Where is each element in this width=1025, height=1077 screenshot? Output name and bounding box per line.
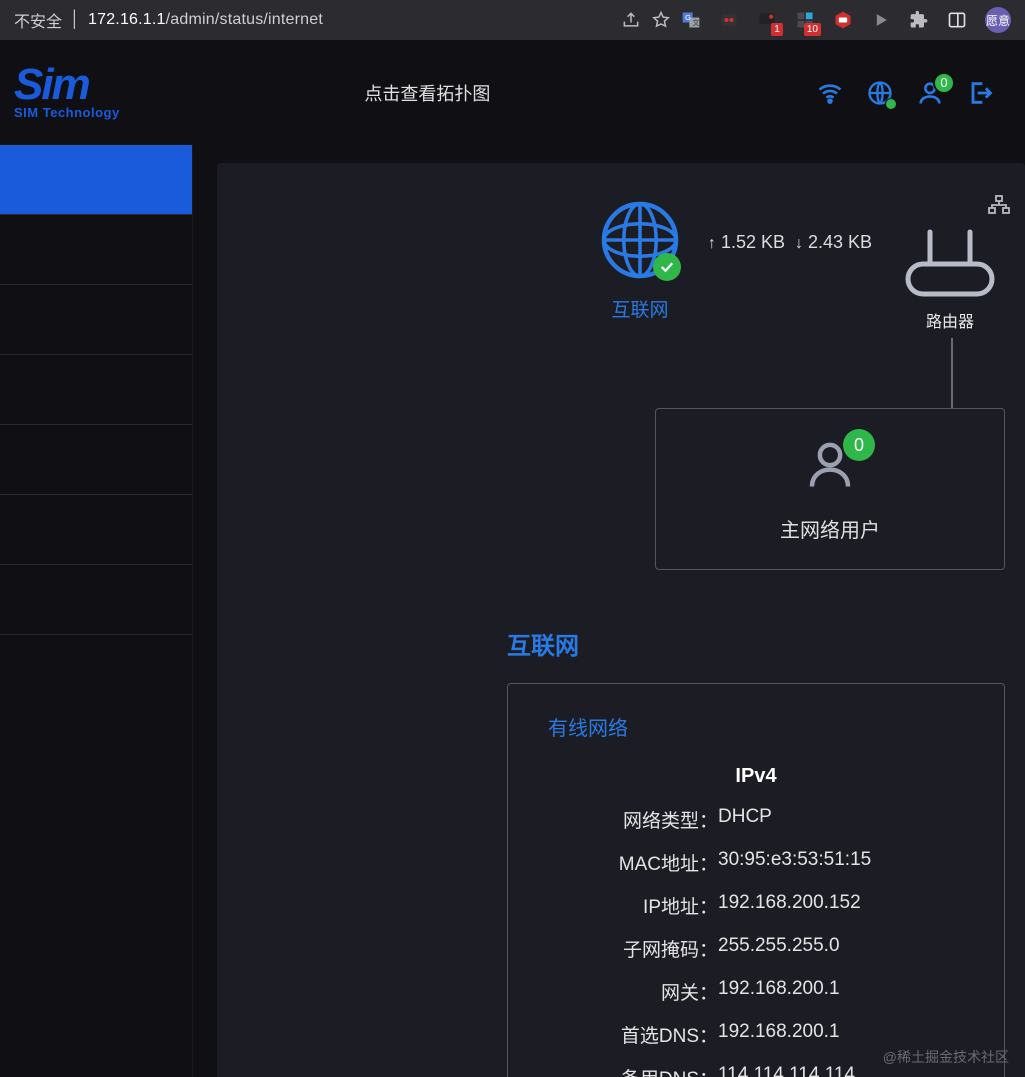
logo[interactable]: Sim SIM Technology xyxy=(14,65,120,120)
info-label: IP地址： xyxy=(548,892,718,919)
logo-text: Sim xyxy=(14,65,120,105)
main-users-box[interactable]: 0 主网络用户 xyxy=(655,408,1005,570)
info-rows: 网络类型：DHCPMAC地址：30:95:e3:53:51:15IP地址：192… xyxy=(548,806,964,1077)
user-count: 0 xyxy=(843,429,875,461)
wired-network-title: 有线网络 xyxy=(548,712,964,741)
app-header: Sim SIM Technology 点击查看拓扑图 0 xyxy=(0,40,1025,145)
star-icon[interactable] xyxy=(651,10,671,30)
extension-icons: G文 1 10 愿意 xyxy=(681,7,1011,33)
url-text: 172.16.1.1/admin/status/internet xyxy=(88,11,323,29)
puzzle-icon[interactable] xyxy=(909,10,929,30)
sidebar-item[interactable] xyxy=(0,495,192,565)
connector-line xyxy=(951,338,953,408)
play-icon[interactable] xyxy=(871,10,891,30)
info-value: 255.255.255.0 xyxy=(718,935,840,962)
status-dot xyxy=(885,98,897,110)
ext-icon-3[interactable]: 1 xyxy=(757,10,777,30)
info-row: MAC地址：30:95:e3:53:51:15 xyxy=(548,849,964,876)
logout-icon[interactable] xyxy=(965,78,995,108)
info-label: MAC地址： xyxy=(548,849,718,876)
internet-label: 互联网 xyxy=(611,295,668,322)
info-label: 网络类型： xyxy=(548,806,718,833)
panel-icon[interactable] xyxy=(947,10,967,30)
svg-text:文: 文 xyxy=(693,18,700,27)
info-value: 114.114.114.114 xyxy=(718,1064,855,1077)
url-box[interactable]: 不安全 │ 172.16.1.1/admin/status/internet xyxy=(14,8,611,32)
insecure-label: 不安全 xyxy=(14,8,62,32)
info-value: 192.168.200.152 xyxy=(718,892,861,919)
info-row: 网络类型：DHCP xyxy=(548,806,964,833)
info-row: 子网掩码：255.255.255.0 xyxy=(548,935,964,962)
sidebar xyxy=(0,145,193,1077)
info-label: 子网掩码： xyxy=(548,935,718,962)
info-value: 192.168.200.1 xyxy=(718,978,840,1005)
browser-address-bar: 不安全 │ 172.16.1.1/admin/status/internet G… xyxy=(0,0,1025,40)
detail-section-title: 互联网 xyxy=(507,626,1005,661)
watermark: @稀土掘金技术社区 xyxy=(883,1047,1009,1067)
share-icon[interactable] xyxy=(621,10,641,30)
router-label: 路由器 xyxy=(926,308,974,332)
info-row: 首选DNS：192.168.200.1 xyxy=(548,1021,964,1048)
topology-panel: 互联网 ↑ 1.52 KB ↓ 2.43 KB 路由器 xyxy=(217,163,1025,1077)
lan-icon xyxy=(987,195,1011,220)
info-label: 网关： xyxy=(548,978,718,1005)
info-label: 备用DNS： xyxy=(548,1064,718,1077)
header-icons: 0 xyxy=(815,78,995,108)
badge-1: 1 xyxy=(771,23,783,36)
info-label: 首选DNS： xyxy=(548,1021,718,1048)
globe-status-icon[interactable] xyxy=(865,78,895,108)
info-row: 网关：192.168.200.1 xyxy=(548,978,964,1005)
logo-subtext: SIM Technology xyxy=(14,105,120,120)
info-value: 192.168.200.1 xyxy=(718,1021,840,1048)
user-icon[interactable]: 0 xyxy=(915,78,945,108)
sidebar-item[interactable] xyxy=(0,355,192,425)
users-icon: 0 xyxy=(803,437,857,496)
translate-ext-icon[interactable]: G文 xyxy=(681,10,701,30)
topology-hint[interactable]: 点击查看拓扑图 xyxy=(120,80,815,106)
content-area: 互联网 ↑ 1.52 KB ↓ 2.43 KB 路由器 xyxy=(193,145,1025,1077)
main-layout: 互联网 ↑ 1.52 KB ↓ 2.43 KB 路由器 xyxy=(0,145,1025,1077)
badge-10: 10 xyxy=(804,23,821,36)
ipv4-title: IPv4 xyxy=(548,765,964,788)
info-row: IP地址：192.168.200.152 xyxy=(548,892,964,919)
separator: │ xyxy=(70,11,80,29)
profile-avatar[interactable]: 愿意 xyxy=(985,7,1011,33)
sidebar-item[interactable] xyxy=(0,285,192,355)
info-value: DHCP xyxy=(718,806,772,833)
main-users-label: 主网络用户 xyxy=(780,514,880,543)
detail-panel: 有线网络 IPv4 网络类型：DHCPMAC地址：30:95:e3:53:51:… xyxy=(507,683,1005,1077)
globe-icon xyxy=(595,195,685,285)
sidebar-item[interactable] xyxy=(0,425,192,495)
user-count-badge: 0 xyxy=(933,72,955,94)
sidebar-item[interactable] xyxy=(0,565,192,635)
router-node[interactable]: 路由器 xyxy=(895,195,1005,332)
ext-icon-2[interactable] xyxy=(719,10,739,30)
wifi-icon[interactable] xyxy=(815,78,845,108)
info-value: 30:95:e3:53:51:15 xyxy=(718,849,871,876)
sidebar-item-active[interactable] xyxy=(0,145,192,215)
router-icon xyxy=(900,224,1000,300)
adblock-icon[interactable] xyxy=(833,10,853,30)
internet-node[interactable]: 互联网 xyxy=(595,195,685,322)
check-icon xyxy=(653,253,681,281)
svg-text:G: G xyxy=(685,13,691,22)
traffic-stats: ↑ 1.52 KB ↓ 2.43 KB xyxy=(685,195,895,256)
topology-row: 互联网 ↑ 1.52 KB ↓ 2.43 KB 路由器 xyxy=(237,195,1005,332)
sidebar-item[interactable] xyxy=(0,215,192,285)
ext-icon-4[interactable]: 10 xyxy=(795,10,815,30)
